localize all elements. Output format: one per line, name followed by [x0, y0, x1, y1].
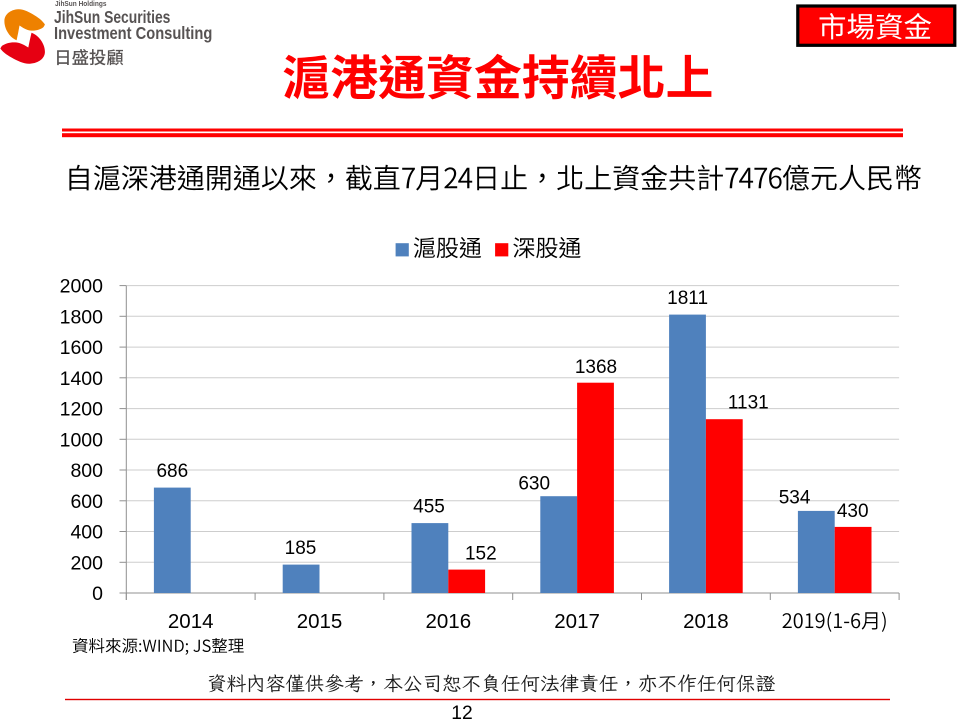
svg-text:2017: 2017: [554, 610, 600, 633]
svg-text:1131: 1131: [728, 392, 769, 413]
svg-text:1000: 1000: [60, 429, 104, 451]
svg-text:2014: 2014: [168, 610, 214, 633]
svg-text:400: 400: [70, 522, 103, 544]
svg-text:152: 152: [465, 544, 497, 565]
svg-text:430: 430: [837, 501, 869, 522]
svg-text:600: 600: [70, 491, 103, 513]
svg-text:2018: 2018: [683, 610, 729, 633]
svg-text:2000: 2000: [60, 276, 104, 298]
svg-text:2016: 2016: [425, 610, 471, 633]
svg-text:1400: 1400: [60, 368, 104, 390]
svg-text:1200: 1200: [60, 399, 104, 421]
svg-text:200: 200: [70, 552, 103, 574]
svg-text:1600: 1600: [60, 337, 104, 359]
svg-text:630: 630: [518, 474, 550, 495]
svg-text:455: 455: [413, 497, 445, 518]
svg-text:1368: 1368: [575, 357, 617, 378]
svg-text:534: 534: [779, 487, 811, 508]
svg-text:185: 185: [285, 538, 317, 559]
svg-text:2015: 2015: [297, 610, 343, 633]
svg-text:12: 12: [451, 703, 472, 720]
svg-text:800: 800: [70, 460, 103, 482]
svg-text:0: 0: [92, 583, 103, 605]
svg-text:1800: 1800: [60, 306, 104, 328]
svg-text:1811: 1811: [667, 288, 708, 309]
svg-text:686: 686: [156, 461, 188, 482]
